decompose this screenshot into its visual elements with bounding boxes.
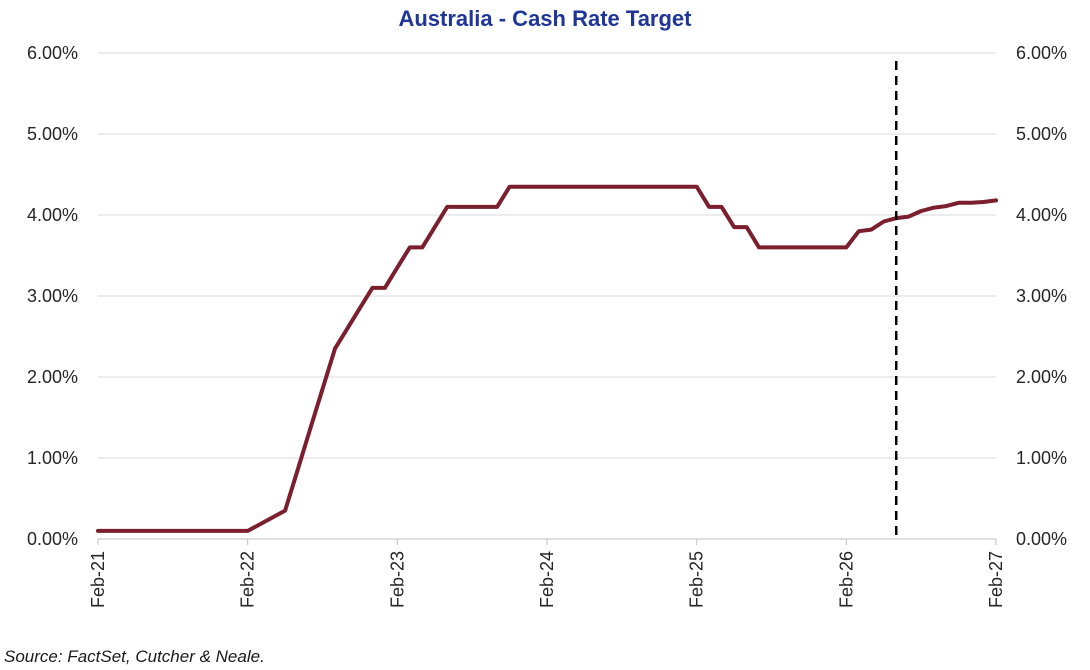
right-y-axis: 0.00% 1.00% 2.00% 3.00% 4.00% 5.00% 6.00%	[1016, 43, 1067, 549]
series-line	[96, 184, 998, 533]
y-tick-label-left: 2.00%	[27, 367, 78, 387]
y-tick-label-right: 5.00%	[1016, 124, 1067, 144]
y-tick-label-right: 0.00%	[1016, 529, 1067, 549]
left-y-axis: 0.00% 1.00% 2.00% 3.00% 4.00% 5.00% 6.00%	[27, 43, 78, 549]
y-tick-label-left: 6.00%	[27, 43, 78, 63]
x-tick-label: Feb-25	[687, 551, 707, 608]
y-tick-label-right: 6.00%	[1016, 43, 1067, 63]
y-tick-label-left: 0.00%	[27, 529, 78, 549]
grid-layer	[98, 52, 996, 459]
x-tick-label: Feb-27	[986, 551, 1006, 608]
y-tick-label-left: 1.00%	[27, 448, 78, 468]
x-tick-label: Feb-24	[537, 551, 557, 608]
series-layer	[96, 184, 998, 533]
x-tick-label: Feb-21	[88, 551, 108, 608]
y-tick-label-right: 2.00%	[1016, 367, 1067, 387]
y-tick-label-left: 4.00%	[27, 205, 78, 225]
x-axis: Feb-21 Feb-22 Feb-23 Feb-24 Feb-25 Feb-26 Feb-…	[88, 538, 1006, 608]
x-tick-label: Feb-26	[836, 551, 856, 608]
y-tick-label-right: 1.00%	[1016, 448, 1067, 468]
y-tick-label-right: 3.00%	[1016, 286, 1067, 306]
y-tick-label-right: 4.00%	[1016, 205, 1067, 225]
x-tick-label: Feb-23	[387, 551, 407, 608]
x-tick-label: Feb-22	[238, 551, 258, 608]
y-tick-label-left: 3.00%	[27, 286, 78, 306]
source-note: Source: FactSet, Cutcher & Neale.	[4, 647, 265, 666]
y-tick-label-left: 5.00%	[27, 124, 78, 144]
chart-title: Australia - Cash Rate Target	[398, 6, 692, 31]
